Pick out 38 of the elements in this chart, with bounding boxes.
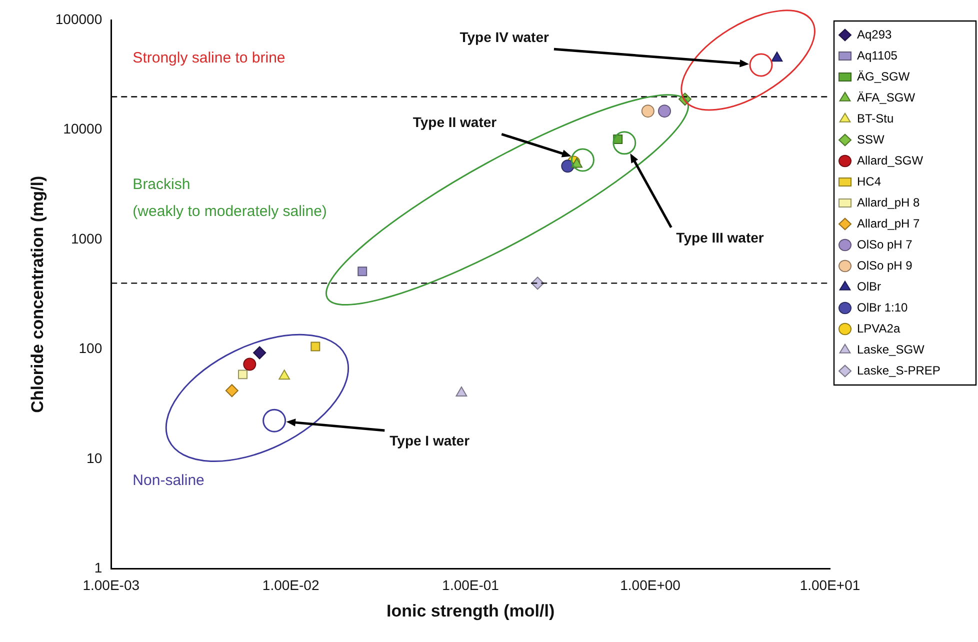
y-tick-label: 10 (86, 450, 102, 466)
legend-label: Allard_SGW (857, 153, 924, 168)
legend-label: Allard_pH 8 (857, 195, 920, 210)
annotation: Type II water (412, 114, 498, 130)
legend-label: Aq293 (857, 27, 892, 42)
x-tick-label: 1.00E-01 (442, 577, 500, 594)
legend-label: Allard_pH 7 (857, 216, 920, 230)
legend-label: ÄFA_SGW (857, 90, 916, 104)
annotation: Brackish (132, 176, 190, 193)
y-axis-title: Chloride concentration (mg/l) (28, 176, 47, 413)
y-tick-label: 1 (94, 560, 102, 576)
annotation: Type IV water (460, 28, 550, 45)
annotation: Type III water (676, 229, 764, 246)
y-tick-label: 10000 (63, 120, 102, 137)
legend-label: OlSo pH 9 (857, 258, 913, 272)
legend-label: LPVA2a (857, 321, 900, 336)
annotation: Non-saline (132, 472, 204, 490)
y-tick-label: 100000 (55, 10, 102, 27)
legend-label: SSW (857, 132, 886, 146)
annotation: (weakly to moderately saline) (132, 203, 327, 220)
legend-label: Aq1105 (857, 48, 898, 62)
legend-label: OlBr 1:10 (857, 300, 908, 314)
x-tick-label: 1.00E-03 (82, 577, 140, 594)
legend-label: ÄG_SGW (857, 69, 910, 84)
legend-label: OlBr (857, 279, 882, 294)
x-tick-label: 1.00E+00 (620, 577, 681, 594)
x-tick-label: 1.00E+01 (800, 577, 860, 594)
legend-label: HC4 (857, 174, 882, 188)
legend-label: Laske_SGW (857, 342, 926, 356)
legend-label: Laske_S-PREP (857, 363, 940, 378)
y-tick-label: 100 (78, 340, 102, 356)
legend-label: BT-Stu (857, 111, 894, 126)
annotation: Type I water (390, 432, 470, 448)
x-axis-title: Ionic strength (mol/l) (386, 601, 555, 620)
y-tick-label: 1000 (70, 230, 102, 246)
x-tick-label: 1.00E-02 (262, 577, 320, 594)
annotation: Strongly saline to brine (132, 50, 286, 67)
legend-label: OlSo pH 7 (857, 237, 913, 252)
